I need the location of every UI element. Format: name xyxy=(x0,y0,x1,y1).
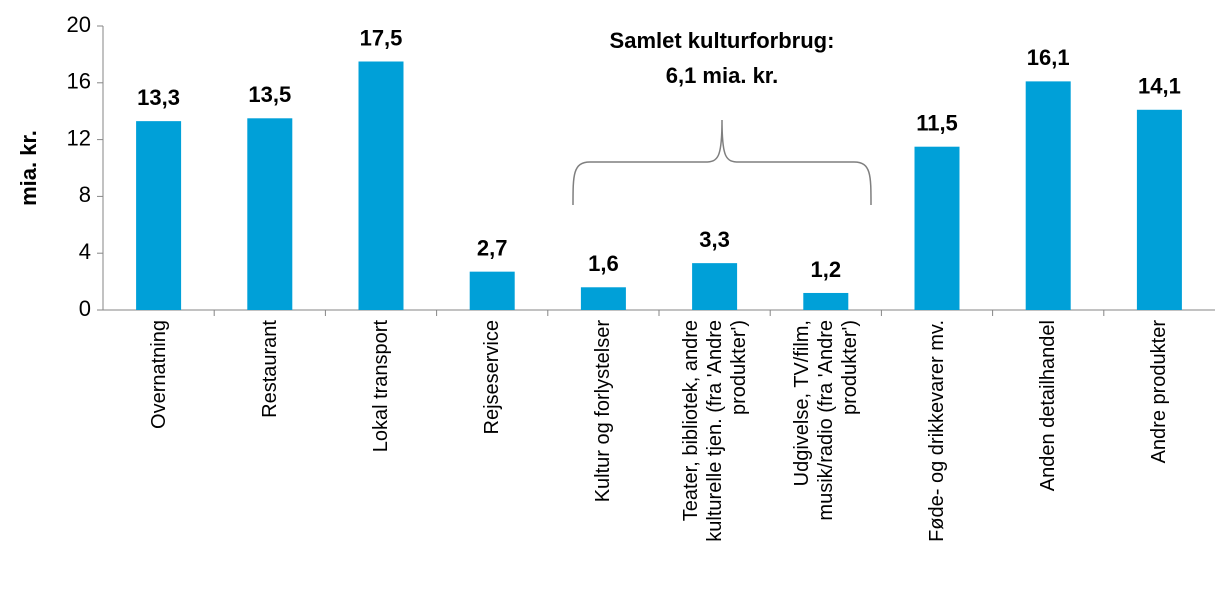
y-tick-label: 4 xyxy=(79,239,91,264)
annotation: Samlet kulturforbrug: xyxy=(610,28,835,53)
bar xyxy=(358,61,404,310)
y-tick-label: 20 xyxy=(67,12,91,37)
y-axis-label: mia. kr. xyxy=(16,130,41,206)
annotation: 6,1 mia. kr. xyxy=(666,63,779,88)
bar xyxy=(136,121,182,310)
bar xyxy=(914,146,960,310)
x-tick-label: Overnatning xyxy=(147,320,170,429)
x-tick-label: Lokal transport xyxy=(370,320,392,453)
x-tick-label: Anden detailhandel xyxy=(1037,320,1060,492)
bar xyxy=(247,118,293,310)
x-tick-label: Rejseservice xyxy=(481,320,504,435)
x-tick-label: Restaurant xyxy=(258,320,281,418)
bar xyxy=(692,263,738,310)
data-label: 13,5 xyxy=(248,82,291,107)
data-label: 13,3 xyxy=(137,85,180,110)
y-tick-label: 8 xyxy=(79,182,91,207)
brace xyxy=(572,119,872,206)
data-label: 1,2 xyxy=(811,257,842,282)
bar xyxy=(469,271,515,310)
data-label: 2,7 xyxy=(477,235,508,260)
bar xyxy=(1136,109,1182,310)
data-label: 17,5 xyxy=(360,25,403,50)
data-label: 3,3 xyxy=(699,227,730,252)
data-label: 11,5 xyxy=(916,111,958,136)
x-tick-label: Udgivelse, TV/film, musik/radio (fra 'An… xyxy=(790,320,861,521)
x-tick-label: Kultur og forlystelser xyxy=(592,320,615,503)
data-label: 1,6 xyxy=(588,251,619,276)
bar xyxy=(803,292,849,310)
x-tick-label: Andre produkter xyxy=(1148,320,1171,464)
x-tick-label: Teater, bibliotek, andre kulturelle tjen… xyxy=(679,320,750,542)
bar xyxy=(1025,81,1071,310)
x-tick-label: Føde- og drikkevarer mv. xyxy=(926,320,948,542)
y-tick-label: 12 xyxy=(67,125,91,150)
y-tick-label: 16 xyxy=(67,69,91,94)
data-label: 14,1 xyxy=(1138,74,1181,99)
bar xyxy=(580,287,626,310)
y-tick-label: 0 xyxy=(79,296,91,321)
data-label: 16,1 xyxy=(1027,45,1070,70)
